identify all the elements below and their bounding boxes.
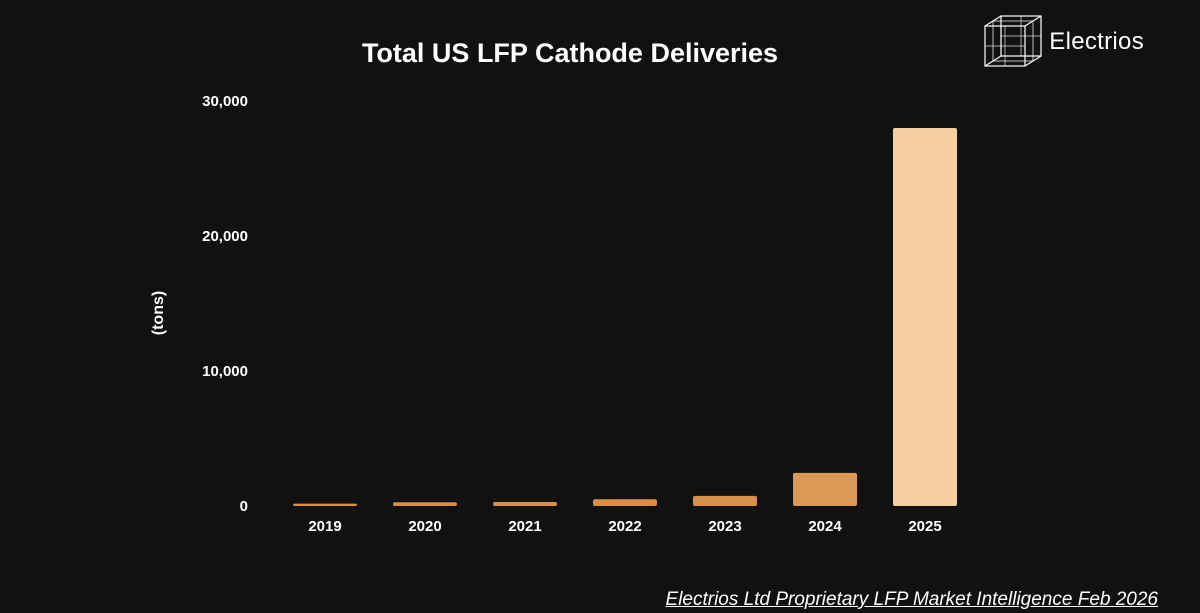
- x-tick-label-2019: 2019: [308, 518, 341, 535]
- x-tick-label-2024: 2024: [808, 518, 842, 535]
- x-tick-label-2022: 2022: [608, 518, 641, 535]
- y-tick-label: 30,000: [202, 93, 248, 110]
- bar-2022: [593, 499, 657, 506]
- y-tick-label: 10,000: [202, 363, 248, 380]
- brand-name: Electrios: [1049, 28, 1144, 55]
- x-tick-label-2021: 2021: [508, 518, 541, 535]
- x-tick-label-2023: 2023: [708, 518, 741, 535]
- chart-title: Total US LFP Cathode Deliveries: [362, 38, 778, 68]
- source-footnote[interactable]: Electrios Ltd Proprietary LFP Market Int…: [665, 589, 1158, 610]
- y-tick-label: 20,000: [202, 228, 248, 245]
- brand-logo: Electrios: [983, 14, 1144, 70]
- bar-2021: [493, 501, 557, 506]
- x-tick-label-2020: 2020: [408, 518, 441, 535]
- bars: [293, 128, 957, 506]
- bar-2019: [293, 503, 357, 506]
- bar-2020: [393, 502, 457, 506]
- bar-2024: [793, 472, 857, 506]
- bar-2023: [693, 495, 757, 506]
- x-axis: 2019 2020 2021 2022 2023 2024 2025: [308, 518, 941, 535]
- y-tick-label: 0: [240, 498, 248, 515]
- x-tick-label-2025: 2025: [908, 518, 941, 535]
- bar-2025: [893, 128, 957, 506]
- y-axis-label: (tons): [150, 291, 167, 335]
- y-axis: 0 10,000 20,000 30,000: [202, 93, 248, 515]
- cube-logo-icon: [984, 15, 1042, 67]
